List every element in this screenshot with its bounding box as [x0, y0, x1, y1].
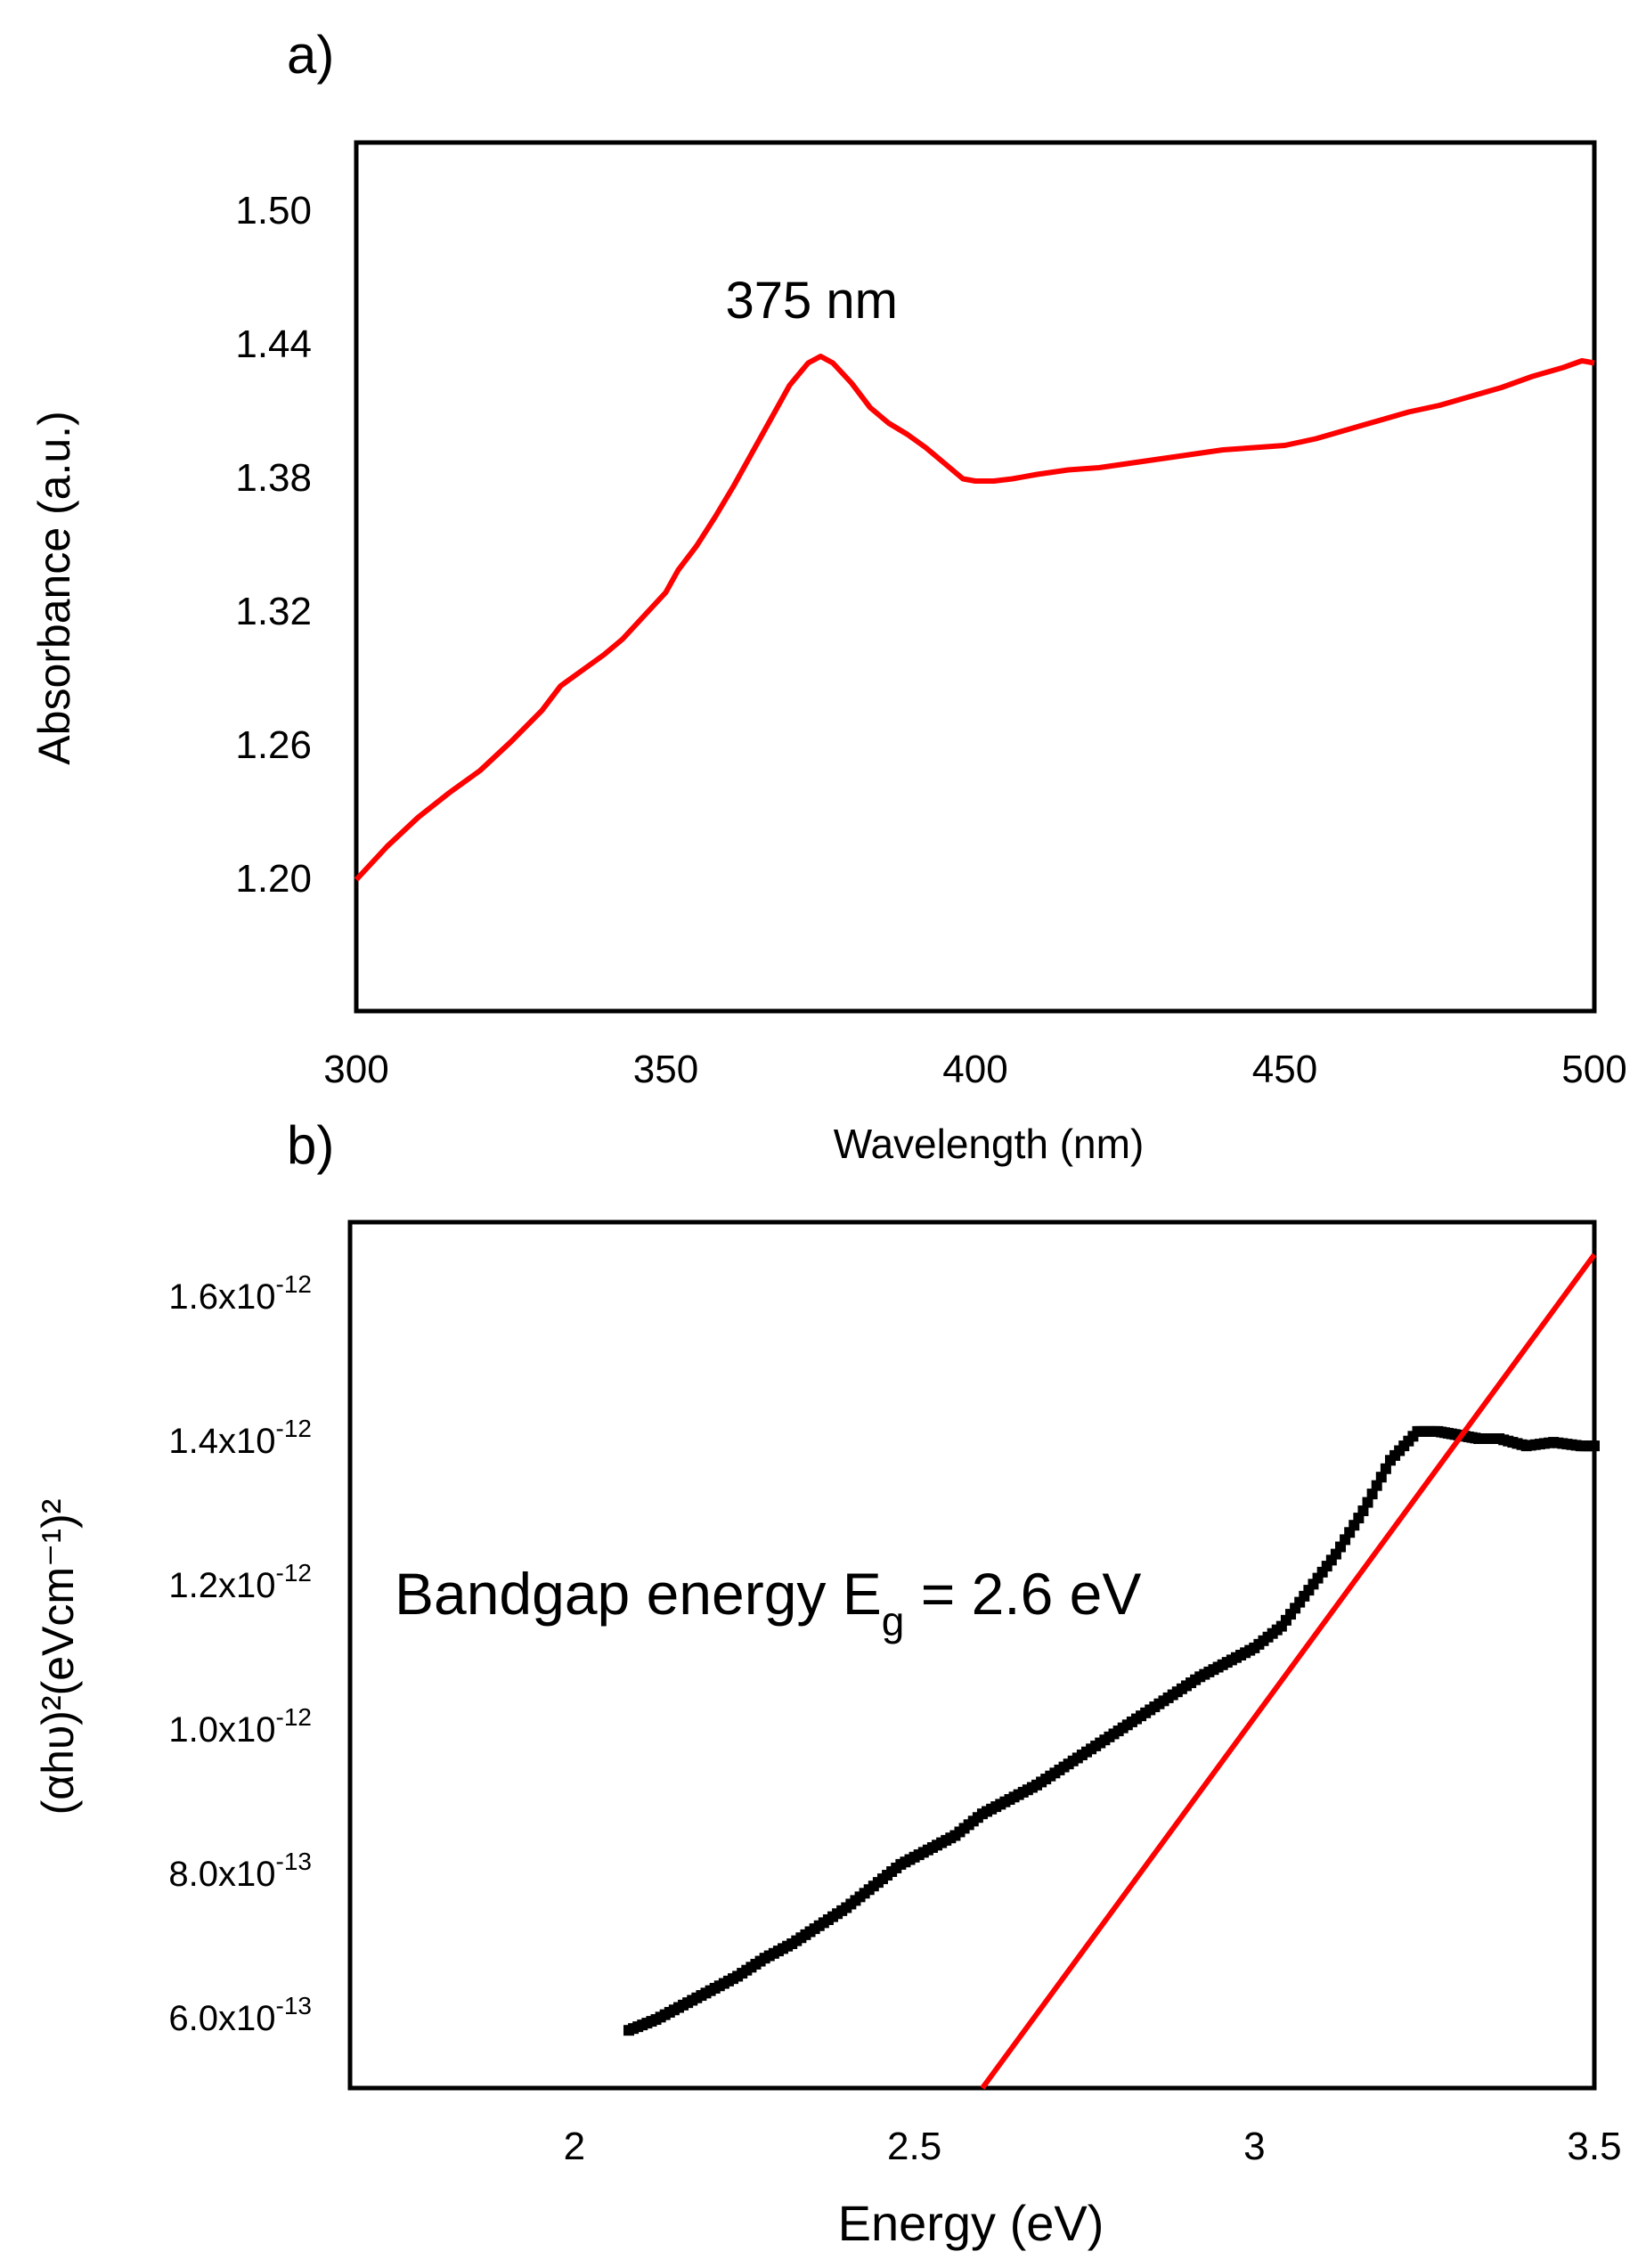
- bandgap-value: = 2.6 eV: [904, 1561, 1141, 1627]
- tauc-point: [1380, 1463, 1391, 1474]
- panel-b-bandgap-annotation: Bandgap energy Eg = 2.6 eV: [395, 1561, 1141, 1644]
- panel-b-y-ticks: 6.0x10-13 8.0x10-13 1.0x10-12 1.2x10-12 1.4x…: [168, 1270, 312, 2038]
- bandgap-text-main: Bandgap energy E: [395, 1561, 882, 1627]
- panel-a-x-ticks: 300 350 400 450 500: [323, 1048, 1626, 1091]
- panel-b-x-tick-1: 2.5: [887, 2125, 941, 2168]
- panel-b: b) 6.0x10-13 8.0x10-13 1.0x10-12 1.2x10-12 1…: [33, 1115, 1622, 2251]
- panel-a-y-axis-label: Absorbance (a.u.): [29, 411, 79, 764]
- panel-b-y-axis-label: (αhυ)²(eVcm⁻¹)²: [33, 1499, 83, 1815]
- panel-b-label: b): [287, 1115, 334, 1175]
- panel-b-x-tick-0: 2: [564, 2125, 585, 2168]
- panel-b-tauc-points: [623, 1425, 1600, 2036]
- panel-a-y-ticks: 1.20 1.26 1.32 1.38 1.44 1.50: [235, 189, 312, 901]
- panel-b-plot-frame: [347, 1220, 1597, 2091]
- panel-a: a) 1.20 1.26 1.32 1.38 1.44 1.50 300 350 400 450…: [29, 25, 1627, 1167]
- panel-b-x-tick-2: 3: [1243, 2125, 1265, 2168]
- panel-a-x-tick-2: 400: [942, 1048, 1007, 1091]
- panel-a-y-tick-4: 1.44: [235, 322, 312, 366]
- bandgap-subscript: g: [882, 1598, 905, 1644]
- panel-a-x-tick-1: 350: [633, 1048, 698, 1091]
- panel-a-peak-annotation: 375 nm: [726, 272, 898, 330]
- panel-a-y-tick-5: 1.50: [235, 189, 312, 233]
- panel-a-absorbance-line: [354, 354, 1595, 882]
- tauc-point: [1589, 1440, 1600, 1452]
- tauc-point: [1371, 1480, 1382, 1491]
- panel-a-x-axis-label: Wavelength (nm): [834, 1121, 1145, 1167]
- panel-a-y-tick-2: 1.32: [235, 590, 312, 633]
- panel-a-label: a): [287, 25, 334, 85]
- panel-b-y-tick-5: 1.6x10-12: [168, 1270, 312, 1317]
- tauc-point: [1366, 1489, 1378, 1500]
- panel-a-x-tick-4: 500: [1561, 1048, 1626, 1091]
- panel-a-x-tick-0: 300: [323, 1048, 388, 1091]
- panel-b-x-ticks: 2 2.5 3 3.5: [564, 2125, 1622, 2168]
- panel-a-x-tick-3: 450: [1252, 1048, 1317, 1091]
- panel-b-x-tick-3: 3.5: [1567, 2125, 1621, 2168]
- panel-a-y-tick-1: 1.26: [235, 723, 312, 767]
- panel-b-y-tick-0: 6.0x10-13: [168, 1992, 312, 2038]
- panel-b-y-tick-1: 8.0x10-13: [168, 1848, 312, 1894]
- panel-b-y-tick-4: 1.4x10-12: [168, 1415, 312, 1461]
- panel-b-y-tick-2: 1.0x10-12: [168, 1703, 312, 1750]
- tauc-point: [1375, 1472, 1387, 1483]
- tauc-point: [1357, 1505, 1369, 1516]
- panel-b-y-tick-3: 1.2x10-12: [168, 1559, 312, 1605]
- panel-b-linear-fit-line: [980, 1252, 1597, 2090]
- panel-a-plot-frame: [354, 140, 1597, 1014]
- panel-a-y-tick-3: 1.38: [235, 456, 312, 500]
- panel-b-x-axis-label: Energy (eV): [838, 2195, 1104, 2251]
- tauc-point: [1362, 1497, 1373, 1508]
- panel-a-y-tick-0: 1.20: [235, 857, 312, 901]
